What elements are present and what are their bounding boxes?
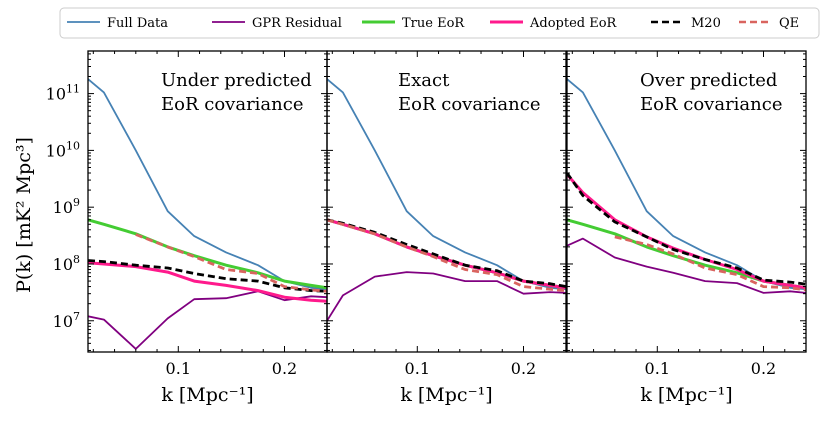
x-axis-label: k [Mpc⁻¹]: [400, 384, 492, 406]
x-tick-label: 0.1: [645, 359, 670, 378]
panel-annotation: EoR covariance: [398, 94, 541, 115]
x-tick-label: 0.2: [751, 359, 776, 378]
panel-frame: [326, 50, 567, 353]
y-tick-label: 108: [53, 253, 80, 274]
legend: Full Data GPR Residual True EoR Adopted EoR…: [59, 7, 820, 39]
series-line-m20: [88, 259, 327, 293]
legend-label: GPR Residual: [252, 16, 342, 31]
y-axis-label: P(k) [mK² Mpc³]: [13, 137, 35, 293]
legend-label: True EoR: [402, 16, 465, 31]
legend-label: M20: [691, 16, 721, 31]
x-axis-label: k [Mpc⁻¹]: [161, 384, 253, 406]
y-tick-label: 1011: [46, 83, 80, 104]
series-line-gpr-residual: [88, 290, 327, 350]
axis-labels: P(k) [mK² Mpc³]: [13, 137, 35, 293]
panels: 0.1 0.2 k [Mpc⁻¹] 107 108 109 1010 1011 Under pr…: [46, 50, 807, 406]
series-line-adopted-eor: [567, 173, 806, 290]
series-line-m20: [567, 172, 806, 286]
legend-label: Full Data: [107, 16, 168, 31]
x-tick-label: 0.2: [511, 359, 536, 378]
series-line-true-eor: [88, 218, 327, 290]
legend-frame: [59, 7, 820, 39]
series-line-qe: [614, 235, 806, 292]
series-line-gpr-residual: [567, 237, 806, 294]
x-axis-label: k [Mpc⁻¹]: [640, 384, 732, 406]
panel-annotation: Exact: [398, 70, 450, 91]
x-tick-label: 0.1: [405, 359, 430, 378]
panel-annotation: EoR covariance: [161, 94, 304, 115]
y-tick-label: 109: [53, 196, 80, 217]
series-line-adopted-eor: [88, 261, 327, 303]
y-tick-label: 107: [53, 310, 80, 331]
legend-label: Adopted EoR: [529, 16, 618, 31]
series-line-qe: [327, 218, 566, 292]
series-line-gpr-residual: [327, 271, 566, 322]
x-tick-label: 0.2: [272, 359, 297, 378]
panel-annotation: Over predicted: [640, 70, 777, 91]
x-tick-label: 0.1: [166, 359, 191, 378]
panel-exact: 0.1 0.2 k [Mpc⁻¹] Exact EoR covariance: [326, 50, 567, 406]
series-line-qe: [135, 233, 327, 293]
panel-over-predicted: 0.1 0.2 k [Mpc⁻¹] Over predicted EoR covaria…: [566, 50, 807, 406]
y-tick-label: 1010: [46, 139, 80, 160]
legend-label: QE: [779, 16, 799, 31]
panel-annotation: Under predicted: [161, 70, 312, 91]
panel-under-predicted: 0.1 0.2 k [Mpc⁻¹] 107 108 109 1010 1011 Under pr…: [46, 50, 328, 406]
panel-annotation: EoR covariance: [640, 94, 783, 115]
panel-frame: [566, 50, 807, 353]
